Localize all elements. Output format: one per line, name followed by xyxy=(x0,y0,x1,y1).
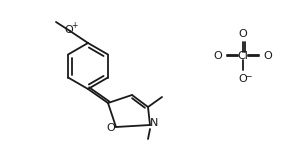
Text: O: O xyxy=(264,51,272,61)
Text: O: O xyxy=(238,74,247,84)
Text: O: O xyxy=(214,51,222,61)
Text: +: + xyxy=(71,20,77,30)
Text: O: O xyxy=(65,25,73,35)
Text: O: O xyxy=(238,29,247,39)
Text: N: N xyxy=(150,118,158,128)
Text: O: O xyxy=(107,123,115,133)
Text: Cl: Cl xyxy=(238,51,248,61)
Text: −: − xyxy=(244,72,252,80)
